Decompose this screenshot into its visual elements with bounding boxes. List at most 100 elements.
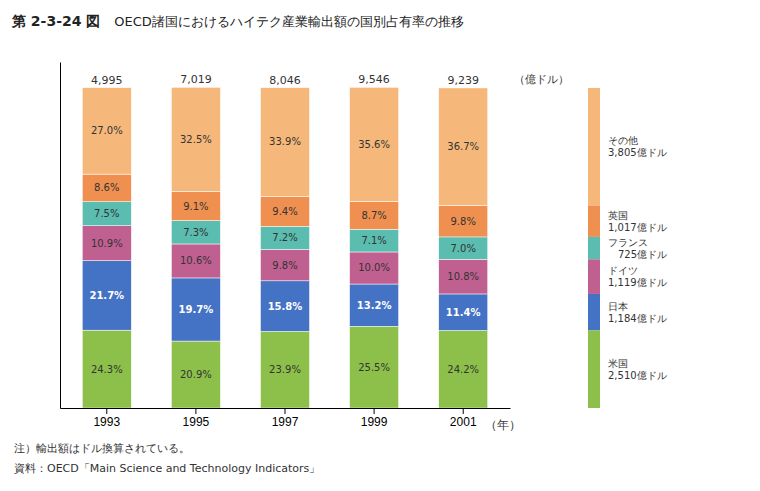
y-axis-line [60, 63, 61, 409]
bar-segment [260, 331, 309, 408]
data-label: 11.4% [446, 307, 481, 318]
notes: 注）輸出額はドル換算されている。資料：OECD「Main Science and… [14, 442, 320, 475]
legend-label: 米国 [608, 358, 628, 369]
legend-swatch [588, 259, 600, 294]
legend-amount: 1,017億ドル [608, 222, 667, 233]
data-label: 32.5% [180, 134, 212, 145]
legend: その他3,805億ドル英国1,017億ドルフランス 725億ドルドイツ1,119… [588, 88, 667, 408]
data-label: 9.1% [183, 201, 208, 212]
data-label: 23.9% [269, 364, 301, 375]
legend-label: ドイツ [608, 265, 638, 276]
data-label: 25.5% [358, 362, 390, 373]
legend-amount: 3,805億ドル [608, 147, 667, 158]
data-label: 10.9% [91, 238, 123, 249]
x-tick-mark [374, 408, 375, 414]
x-tick: 2001 [450, 408, 477, 429]
bar-segment [439, 330, 488, 408]
data-label: 8.6% [94, 182, 119, 193]
note: 資料：OECD「Main Science and Technology Indi… [14, 462, 320, 475]
bar-segment [350, 201, 399, 229]
bar-segment [350, 87, 399, 201]
legend-swatch [588, 330, 600, 408]
note: 注）輸出額はドル換算されている。 [14, 442, 190, 455]
bars [82, 87, 487, 408]
bar-segment [171, 244, 220, 278]
x-tick: 1993 [93, 408, 120, 429]
total-label: 4,995 [91, 74, 123, 87]
bar-segment [439, 237, 488, 259]
data-label: 35.6% [358, 139, 390, 150]
data-label: 10.0% [358, 262, 390, 273]
totals: 4,995 7,019 8,046 9,546 9,239 （億ドル） [91, 73, 569, 87]
total-label: 9,546 [358, 73, 390, 86]
bar-segment [82, 261, 131, 331]
bar-segment [171, 278, 220, 341]
x-tick-label: 1997 [272, 415, 299, 429]
legend-swatch [588, 237, 600, 259]
bar-segment [82, 330, 131, 408]
data-label: 24.2% [447, 364, 479, 375]
bar-segment [82, 202, 131, 226]
subtitle: OECD諸国におけるハイテク産業輸出額の国別占有率の推移 [114, 14, 464, 29]
data-label: 7.3% [183, 227, 208, 238]
x-tick: 1999 [361, 408, 388, 429]
legend-swatch [588, 206, 600, 237]
bar-segment [260, 249, 309, 280]
data-label: 24.3% [91, 364, 123, 375]
data-label: 13.2% [357, 300, 392, 311]
data-label: 7.2% [272, 232, 297, 243]
legend-label: フランス [608, 237, 648, 248]
x-tick: 1997 [272, 408, 299, 429]
legend-label: その他 [608, 135, 638, 146]
data-label: 7.5% [94, 208, 119, 219]
total-label: 8,046 [269, 74, 301, 87]
legend-label: 英国 [608, 210, 628, 221]
x-axis-label: （年） [485, 418, 521, 432]
data-label: 20.9% [180, 369, 212, 380]
y-axis [60, 63, 61, 409]
data-label: 9.8% [451, 216, 476, 227]
data-label: 7.0% [451, 243, 476, 254]
data-label: 21.7% [89, 290, 124, 301]
data-label: 10.8% [447, 271, 479, 282]
data-label: 7.1% [361, 235, 386, 246]
total-label: 9,239 [447, 74, 479, 87]
legend-label: 日本 [608, 301, 628, 312]
x-tick-mark [463, 408, 464, 414]
x-tick-label: 1993 [93, 415, 120, 429]
x-tick-mark [285, 408, 286, 414]
legend-amount: 1,184億ドル [608, 313, 667, 324]
x-tick: 1995 [183, 408, 210, 429]
bar-segment [171, 191, 220, 220]
data-label: 19.7% [179, 304, 214, 315]
bar-segment [260, 281, 309, 332]
data-label: 15.8% [268, 301, 303, 312]
bar-segment [350, 326, 399, 408]
legend-amount: 1,119億ドル [608, 277, 667, 288]
data-label: 27.0% [91, 125, 123, 136]
bar-segment [260, 196, 309, 226]
legend-swatch [588, 294, 600, 331]
total-label: 7,019 [180, 73, 212, 86]
data-label: 10.6% [180, 255, 212, 266]
bar-segment [350, 284, 399, 326]
x-tick-label: 2001 [450, 415, 477, 429]
bar-segment [82, 174, 131, 202]
x-tick-label: 1999 [361, 415, 388, 429]
data-label: 9.8% [272, 260, 297, 271]
data-label: 36.7% [447, 141, 479, 152]
bar-segment [171, 87, 220, 191]
x-tick-label: 1995 [183, 415, 210, 429]
x-tick-mark [106, 408, 107, 414]
bar-segment [439, 88, 488, 206]
bar-segment [350, 252, 399, 284]
bar-segment [82, 226, 131, 261]
x-tick-mark [195, 408, 196, 414]
legend-amount: 725億ドル [608, 249, 667, 260]
bar-segment [439, 259, 488, 294]
data-label: 8.7% [361, 210, 386, 221]
legend-amount: 2,510億ドル [608, 370, 667, 381]
data-label: 33.9% [269, 136, 301, 147]
legend-swatch [588, 88, 600, 206]
unit-label: （億ドル） [514, 73, 569, 86]
